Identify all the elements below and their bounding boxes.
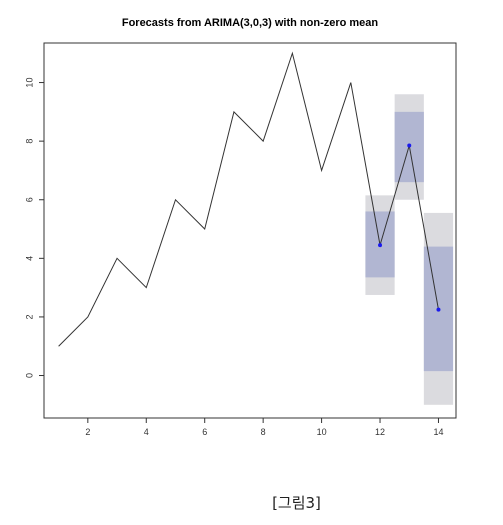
x-tick-label: 2 [85,427,90,437]
observed-series-line [58,51,352,347]
x-tick-label: 14 [433,427,443,437]
y-tick-label: 0 [24,373,34,378]
forecast-series-line [350,82,439,310]
x-tick-label: 6 [202,427,207,437]
forecast-point-2 [407,143,412,148]
figure-caption: [그림3] [272,494,321,512]
x-tick-label: 10 [317,427,327,437]
y-tick-label: 8 [24,139,34,144]
y-axis: 0 2 4 6 8 10 [24,78,45,378]
y-tick-label: 10 [24,78,34,88]
forecast-point-group [378,143,441,312]
y-tick-label: 4 [24,256,34,261]
forecast-point-1 [378,243,383,248]
series-line-group [58,51,439,347]
y-tick-label: 2 [24,314,34,319]
forecast-point-3 [436,307,441,312]
x-axis: 2 4 6 8 10 12 14 [85,417,443,437]
chart-title: Forecasts from ARIMA(3,0,3) with non-zer… [122,17,379,29]
x-tick-label: 4 [144,427,149,437]
y-tick-label: 6 [24,197,34,202]
x-tick-label: 12 [375,427,385,437]
x-tick-label: 8 [261,427,266,437]
